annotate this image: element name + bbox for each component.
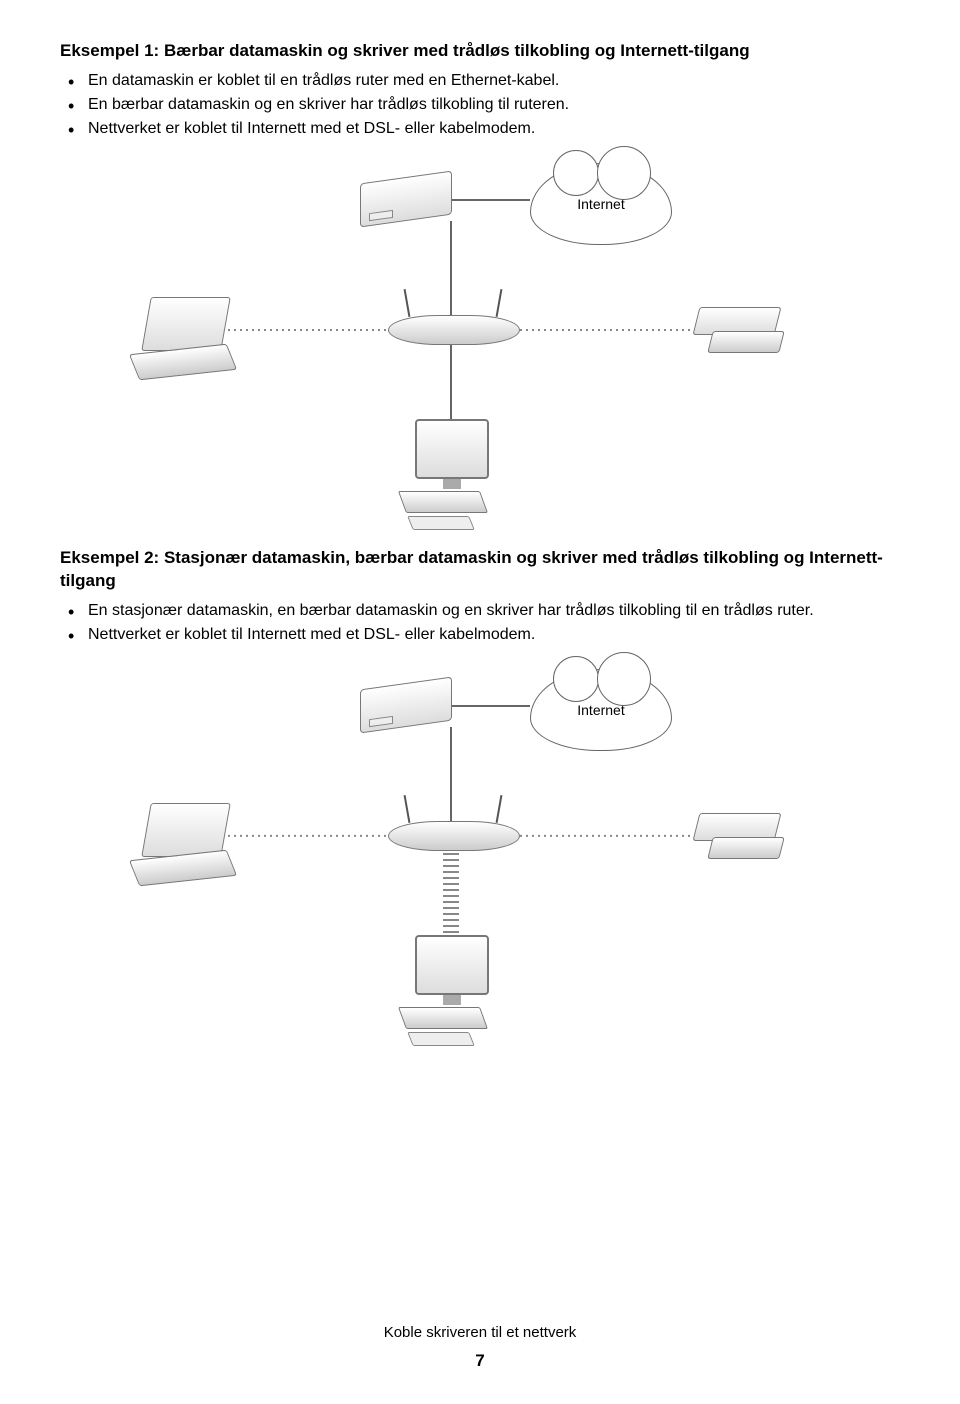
printer-icon: [696, 813, 796, 859]
list-item: Nettverket er koblet til Internett med e…: [84, 117, 900, 141]
connector-line: [450, 221, 452, 315]
list-item: En stasjonær datamaskin, en bærbar datam…: [84, 599, 900, 623]
connector-line: [452, 705, 530, 707]
desktop-icon: [402, 419, 502, 530]
example1-bullet-list: En datamaskin er koblet til en trådløs r…: [60, 69, 900, 141]
list-item: En bærbar datamaskin og en skriver har t…: [84, 93, 900, 117]
router-icon: [388, 315, 518, 345]
wireless-link-icon: [446, 851, 456, 933]
document-page: Eksempel 1: Bærbar datamaskin og skriver…: [0, 0, 960, 1404]
wireless-link-icon: [222, 325, 387, 335]
cloud-label: Internet: [577, 702, 624, 718]
list-item: En datamaskin er koblet til en trådløs r…: [84, 69, 900, 93]
example2-bullet-list: En stasjonær datamaskin, en bærbar datam…: [60, 599, 900, 647]
page-number: 7: [0, 1347, 960, 1374]
laptop-icon: [132, 297, 232, 375]
network-diagram-1: Internet: [130, 157, 830, 517]
cloud-label: Internet: [577, 196, 624, 212]
router-icon: [388, 821, 518, 851]
desktop-icon: [402, 935, 502, 1046]
connector-line: [450, 345, 452, 419]
example2-title: Eksempel 2: Stasjonær datamaskin, bærbar…: [60, 547, 900, 593]
laptop-icon: [132, 803, 232, 881]
connector-line: [450, 727, 452, 821]
printer-icon: [696, 307, 796, 353]
page-footer: Koble skriveren til et nettverk 7: [0, 1321, 960, 1374]
example1-title: Eksempel 1: Bærbar datamaskin og skriver…: [60, 40, 900, 63]
connector-line: [452, 199, 530, 201]
footer-section-title: Koble skriveren til et nettverk: [0, 1321, 960, 1345]
network-diagram-2: Internet: [130, 663, 830, 1053]
modem-icon: [360, 170, 452, 227]
internet-cloud-icon: Internet: [530, 163, 672, 245]
wireless-link-icon: [520, 831, 692, 841]
internet-cloud-icon: Internet: [530, 669, 672, 751]
modem-icon: [360, 676, 452, 733]
wireless-link-icon: [222, 831, 387, 841]
wireless-link-icon: [520, 325, 692, 335]
list-item: Nettverket er koblet til Internett med e…: [84, 623, 900, 647]
